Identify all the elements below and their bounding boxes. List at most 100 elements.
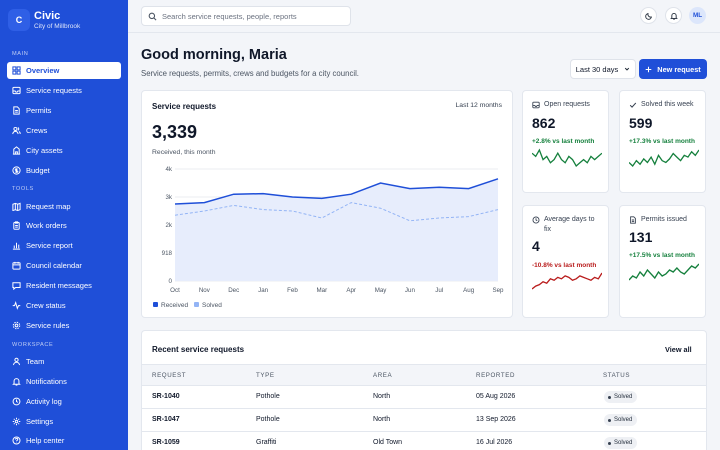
avatar[interactable]: ML bbox=[689, 7, 706, 24]
request-id: SR-1040 bbox=[152, 393, 180, 400]
section-label-workspace: WORKSPACE bbox=[12, 342, 54, 348]
kpi-label: Solved this week bbox=[641, 101, 694, 108]
card-title: Service requests bbox=[152, 102, 217, 111]
history-icon bbox=[12, 397, 21, 406]
team-icon bbox=[12, 357, 21, 366]
table-row[interactable]: SR-1047 Pothole North 13 Sep 2026 Solved bbox=[142, 408, 706, 431]
view-all-link[interactable]: View all bbox=[665, 345, 692, 354]
column-header-reported: REPORTED bbox=[476, 372, 516, 379]
legend-label: Solved bbox=[202, 302, 222, 309]
theme-toggle-button[interactable] bbox=[640, 7, 657, 24]
sidebar-item-label: Crew status bbox=[26, 301, 66, 310]
sidebar-item-overview[interactable]: Overview bbox=[7, 62, 121, 79]
recent-requests-card bbox=[141, 330, 707, 450]
legend-swatch bbox=[153, 302, 158, 307]
date-range-select[interactable]: Last 30 days bbox=[570, 59, 636, 79]
check-icon bbox=[629, 102, 637, 108]
sparkline bbox=[532, 148, 602, 168]
request-type: Pothole bbox=[256, 416, 280, 423]
sidebar-item-resident-messages[interactable]: Resident messages bbox=[7, 277, 121, 294]
sidebar-item-label: Activity log bbox=[26, 397, 62, 406]
sidebar-item-label: City assets bbox=[26, 146, 63, 155]
kpi-label: Average days to fix bbox=[544, 216, 595, 233]
status-badge: Solved bbox=[604, 391, 638, 403]
inbox-icon bbox=[532, 101, 540, 109]
map-icon bbox=[12, 202, 21, 211]
gear-icon bbox=[12, 321, 21, 330]
sidebar-item-crew-status[interactable]: Crew status bbox=[7, 297, 121, 314]
table-header bbox=[142, 364, 706, 385]
search-input[interactable] bbox=[162, 11, 342, 21]
notifications-button[interactable] bbox=[665, 7, 682, 24]
sidebar-item-council-calendar[interactable]: Council calendar bbox=[7, 257, 121, 274]
kpi-delta: -10.8% vs last month bbox=[532, 262, 597, 269]
sidebar-item-request-map[interactable]: Request map bbox=[7, 198, 121, 215]
y-tick-label: 4k bbox=[165, 166, 172, 173]
sidebar-item-settings[interactable]: Settings bbox=[7, 413, 121, 430]
x-tick-label: Oct bbox=[170, 287, 180, 294]
sidebar-item-city-assets[interactable]: City assets bbox=[7, 142, 121, 159]
sidebar-item-label: Permits bbox=[26, 106, 52, 115]
column-header-status: STATUS bbox=[603, 372, 631, 379]
search-icon bbox=[148, 12, 157, 20]
message-icon bbox=[12, 282, 21, 290]
sidebar-item-label: Overview bbox=[26, 66, 60, 75]
y-tick-label: 3k bbox=[165, 194, 172, 201]
help-icon bbox=[12, 436, 21, 445]
legend-label: Received bbox=[161, 302, 188, 309]
service-requests-chart: 0 918 2k 3k 4k Oct Nov Dec Jan Feb Mar Apr May Jun Jul… bbox=[153, 166, 504, 309]
kpi-card-solved-this-week[interactable]: Solved this week 599 +17.3% vs last mont… bbox=[619, 90, 706, 193]
x-tick-label: Aug bbox=[463, 287, 475, 294]
x-tick-label: Jan bbox=[258, 287, 269, 294]
bell-icon bbox=[669, 12, 678, 20]
sidebar-item-permits[interactable]: Permits bbox=[7, 102, 121, 119]
request-type: Graffiti bbox=[256, 439, 277, 446]
table-row[interactable]: SR-1059 Graffiti Old Town 16 Jul 2026 So… bbox=[142, 431, 706, 450]
sidebar-item-service-report[interactable]: Service report bbox=[7, 237, 121, 254]
brand[interactable]: C Civic City of Millbrook bbox=[8, 9, 80, 31]
sidebar-item-help-center[interactable]: Help center bbox=[7, 432, 121, 449]
sidebar-item-notifications[interactable]: Notifications bbox=[7, 373, 121, 390]
series-line-solved bbox=[174, 202, 499, 222]
clipboard-icon bbox=[13, 221, 20, 230]
chart-total-value: 3,339 bbox=[152, 122, 198, 142]
activity-icon bbox=[12, 301, 21, 310]
date-range-label: Last 30 days bbox=[575, 64, 619, 74]
recent-requests-title: Recent service requests bbox=[152, 345, 245, 354]
x-tick-label: Jun bbox=[405, 287, 416, 294]
table-row[interactable]: SR-1040 Pothole North 05 Aug 2026 Solved bbox=[142, 385, 706, 408]
kpi-card-average-days-to-fix[interactable]: Average days to fix 4 -10.8% vs last mon… bbox=[522, 205, 609, 318]
sparkline-path bbox=[532, 272, 602, 290]
sidebar-item-label: Help center bbox=[26, 436, 65, 445]
kpi-card-permits-issued[interactable]: Permits issued 131 +17.5% vs last month bbox=[619, 205, 706, 318]
settings-icon bbox=[12, 417, 21, 426]
sidebar-item-crews[interactable]: Crews bbox=[7, 122, 121, 139]
sidebar-item-team[interactable]: Team bbox=[7, 353, 121, 370]
sidebar-item-work-orders[interactable]: Work orders bbox=[7, 217, 121, 234]
new-request-button[interactable]: New request bbox=[639, 59, 707, 79]
sidebar-item-service-rules[interactable]: Service rules bbox=[7, 317, 121, 334]
sparkline-path bbox=[532, 148, 602, 168]
x-tick-label: Mar bbox=[316, 287, 327, 294]
page-subtitle: Service requests, permits, crews and bud… bbox=[141, 69, 359, 78]
brand-subtitle: City of Millbrook bbox=[34, 22, 81, 30]
plus-icon bbox=[645, 66, 652, 72]
request-id: SR-1047 bbox=[152, 416, 180, 423]
sidebar-item-label: Council calendar bbox=[26, 261, 82, 270]
search-bar[interactable] bbox=[141, 6, 351, 26]
sidebar-item-label: Budget bbox=[26, 166, 50, 175]
status-badge: Solved bbox=[604, 437, 638, 449]
x-tick-label: Sep bbox=[492, 287, 504, 294]
series-line-received bbox=[174, 178, 499, 205]
inbox-icon bbox=[12, 86, 21, 95]
sidebar-item-activity-log[interactable]: Activity log bbox=[7, 393, 121, 410]
new-request-label: New request bbox=[657, 64, 701, 74]
request-id: SR-1059 bbox=[152, 439, 180, 446]
sidebar-item-label: Service rules bbox=[26, 321, 70, 330]
clock-icon bbox=[532, 216, 540, 224]
kpi-card-open-requests[interactable]: Open requests 862 +2.8% vs last month bbox=[522, 90, 609, 193]
sidebar-item-budget[interactable]: Budget bbox=[7, 162, 121, 179]
sidebar-item-service-requests[interactable]: Service requests bbox=[7, 82, 121, 99]
calendar-icon bbox=[12, 261, 21, 270]
request-area: North bbox=[373, 393, 391, 400]
